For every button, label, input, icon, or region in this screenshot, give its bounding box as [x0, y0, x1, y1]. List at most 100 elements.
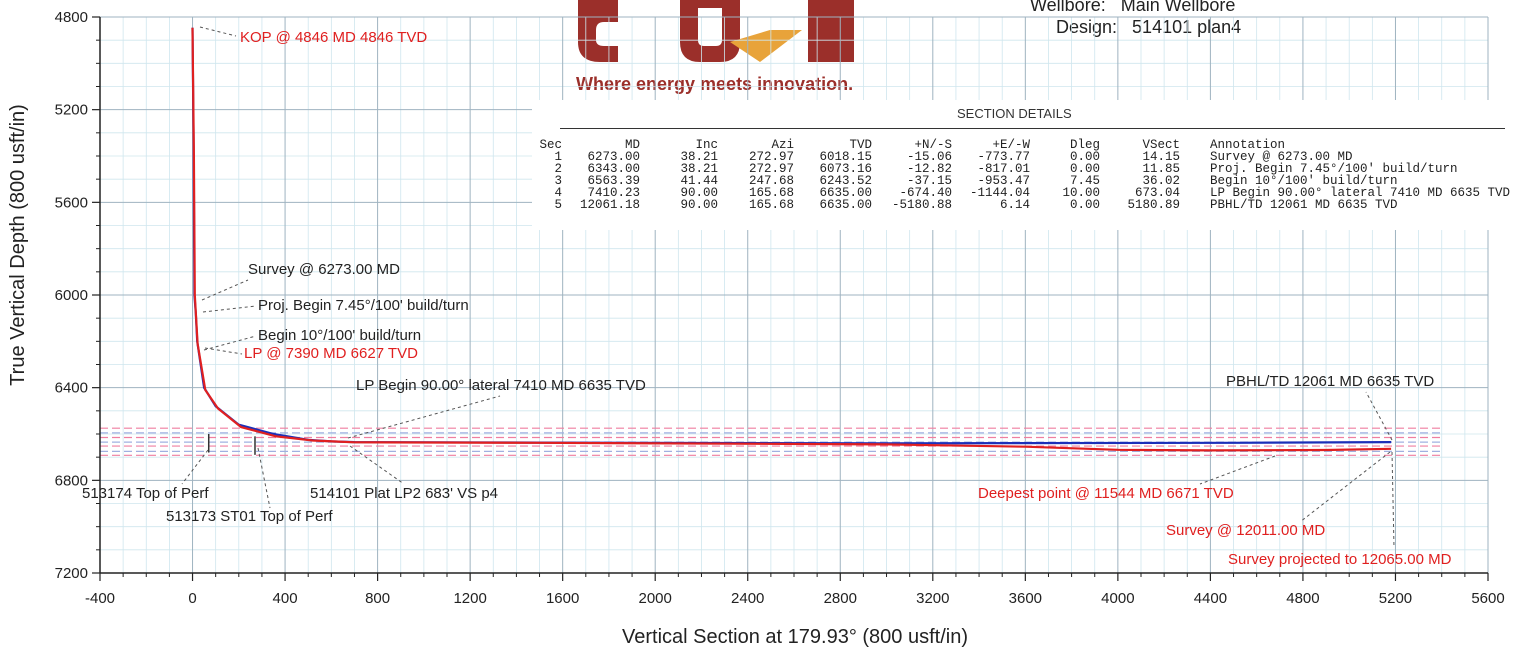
annotation-label: Survey @ 12011.00 MD [1166, 522, 1325, 539]
table-header-cell: Sec [539, 138, 562, 152]
table-cell: 272.97 [749, 162, 794, 176]
y-tick-label: 7200 [55, 565, 88, 582]
table-cell: 38.21 [680, 162, 718, 176]
table-cell: -674.40 [899, 186, 952, 200]
table-header-cell: +N/-S [914, 138, 952, 152]
table-cell: PBHL/TD 12061 MD 6635 TVD [1210, 198, 1398, 212]
design-value: 514101 plan4 [1132, 17, 1242, 37]
y-tick-label: 5600 [55, 194, 88, 211]
x-tick-label: 3200 [916, 590, 949, 607]
table-cell: 6243.52 [819, 174, 872, 188]
table-cell: 6018.15 [819, 150, 872, 164]
table-cell: -817.01 [977, 162, 1030, 176]
annotation-label: 513174 Top of Perf [82, 485, 209, 502]
table-cell: 90.00 [680, 186, 718, 200]
table-cell: 0.00 [1070, 162, 1100, 176]
annotation-leader [201, 279, 249, 301]
table-cell: 6.14 [1000, 198, 1030, 212]
x-tick-label: 5200 [1379, 590, 1412, 607]
table-cell: -12.82 [907, 162, 952, 176]
table-cell: 6343.00 [587, 162, 640, 176]
x-tick-label: 3600 [1009, 590, 1042, 607]
table-header-cell: Inc [695, 138, 718, 152]
annotation-label: PBHL/TD 12061 MD 6635 TVD [1226, 373, 1434, 390]
x-tick-label: 2000 [639, 590, 672, 607]
logo-letter-q [680, 0, 740, 62]
table-cell: 1 [554, 150, 562, 164]
table-cell: 6635.00 [819, 186, 872, 200]
y-tick-label: 4800 [55, 9, 88, 26]
table-cell: 165.68 [749, 186, 794, 200]
x-tick-label: 4400 [1194, 590, 1227, 607]
table-header-cell: MD [625, 138, 640, 152]
annotation-leader [181, 449, 209, 485]
table-cell: 4 [554, 186, 562, 200]
table-cell: 11.85 [1142, 162, 1180, 176]
y-tick-label: 6000 [55, 287, 88, 304]
table-cell: 247.68 [749, 174, 794, 188]
table-cell: 165.68 [749, 198, 794, 212]
logo-letter-c [578, 0, 618, 62]
table-cell: 3 [554, 174, 562, 188]
annotation-leader [349, 445, 405, 485]
annotation-leader [202, 305, 257, 313]
annotation-leader [257, 447, 271, 509]
annotation-leader [199, 26, 237, 37]
x-tick-label: 4800 [1286, 590, 1319, 607]
annotation-label: Survey @ 6273.00 MD [248, 261, 400, 278]
x-tick-label: 5600 [1471, 590, 1504, 607]
table-cell: 41.44 [680, 174, 718, 188]
table-cell: 90.00 [680, 198, 718, 212]
actual-wellpath-line [191, 27, 1392, 452]
annotation-label: LP Begin 90.00° lateral 7410 MD 6635 TVD [356, 377, 646, 394]
annotation-label: LP @ 7390 MD 6627 TVD [244, 345, 418, 362]
section-details-title: SECTION DETAILS [957, 106, 1072, 121]
section-details-rule [560, 128, 1505, 129]
annotation-label: Proj. Begin 7.45°/100' build/turn [258, 297, 469, 314]
table-header-cell: Annotation [1210, 138, 1285, 152]
table-cell: Survey @ 6273.00 MD [1210, 150, 1353, 164]
table-cell: Begin 10°/100' build/turn [1210, 174, 1398, 188]
table-cell: 5180.89 [1127, 198, 1180, 212]
section-details-table: Sec MD Inc Azi TVD +N/-S +E/-W Dleg VSect Annotat… [539, 138, 1510, 212]
table-header-cell: Dleg [1070, 138, 1100, 152]
table-cell: -953.47 [977, 174, 1030, 188]
table-cell: Proj. Begin 7.45°/100' build/turn [1210, 162, 1458, 176]
table-cell: 10.00 [1062, 186, 1100, 200]
annotation-label: KOP @ 4846 MD 4846 TVD [240, 29, 427, 46]
table-header-cell: +E/-W [992, 138, 1030, 152]
table-cell: 6635.00 [819, 198, 872, 212]
table-cell: 6073.16 [819, 162, 872, 176]
tick-labels: -400 0 400 800 1200 1600 2000 2400 2800 3200 3600 4… [55, 9, 1505, 607]
x-axis-label: Vertical Section at 179.93° (800 usft/in… [622, 626, 968, 648]
annotation-leader [1391, 451, 1395, 549]
x-tick-label: 800 [365, 590, 390, 607]
table-cell: LP Begin 90.00° lateral 7410 MD 6635 TVD [1210, 186, 1510, 200]
table-cell: 5 [554, 198, 562, 212]
wellbore-row: Wellbore: Main Wellbore [1030, 0, 1241, 16]
wellbore-value: Main Wellbore [1120, 0, 1236, 15]
annotation-leader [203, 335, 257, 351]
well-paths [191, 27, 1392, 455]
annotation-label: 513173 ST01 Top of Perf [166, 508, 333, 525]
annotation-leaders [181, 26, 1395, 549]
table-cell: 6563.39 [587, 174, 640, 188]
wellbore-label: Wellbore: [1030, 0, 1106, 15]
table-cell: 0.00 [1070, 198, 1100, 212]
table-cell: 6273.00 [587, 150, 640, 164]
logo-letter-e [808, 0, 854, 62]
section-details-panel: SECTION DETAILS Sec MD Inc Azi TVD +N/-S +E/-W… [532, 100, 1512, 230]
annotation-leader [1199, 455, 1276, 485]
table-cell: 272.97 [749, 150, 794, 164]
x-tick-label: 1600 [546, 590, 579, 607]
annotation-label: 514101 Plat LP2 683' VS p4 [310, 485, 498, 502]
annotation-label: Begin 10°/100' build/turn [258, 327, 421, 344]
table-cell: 14.15 [1142, 150, 1180, 164]
table-cell: -37.15 [907, 174, 952, 188]
x-tick-label: 2400 [731, 590, 764, 607]
table-cell: 2 [554, 162, 562, 176]
table-header-cell: TVD [849, 138, 872, 152]
table-header-cell: VSect [1142, 138, 1180, 152]
x-tick-label: 0 [188, 590, 196, 607]
